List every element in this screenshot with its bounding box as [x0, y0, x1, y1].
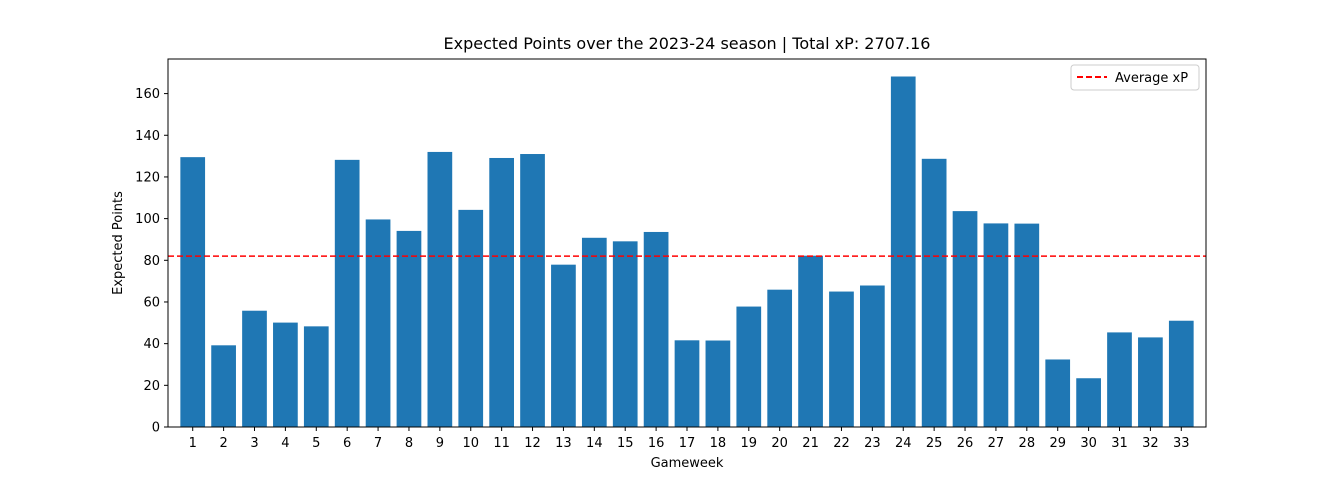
- y-tick-label: 40: [143, 337, 160, 352]
- bar-gameweek-23: [860, 285, 885, 427]
- bar-gameweek-5: [303, 326, 329, 427]
- bar-gameweek-17: [674, 340, 700, 427]
- bar-gameweek-31: [1107, 332, 1132, 427]
- bar-gameweek-22: [829, 291, 854, 427]
- x-tick-label: 9: [436, 436, 444, 451]
- x-tick-label: 26: [957, 436, 974, 451]
- x-tick-label: 12: [524, 436, 541, 451]
- bar-gameweek-12: [520, 154, 545, 427]
- legend: Average xP: [1070, 64, 1200, 91]
- y-tick-label: 80: [143, 254, 160, 269]
- chart-title: Expected Points over the 2023-24 season …: [444, 34, 931, 53]
- x-tick-label: 4: [281, 436, 289, 451]
- bar-gameweek-27: [983, 223, 1009, 427]
- bar-gameweek-29: [1045, 359, 1071, 427]
- bar-gameweek-32: [1138, 337, 1163, 427]
- x-tick-label: 30: [1080, 436, 1097, 451]
- x-tick-label: 10: [462, 436, 479, 451]
- bar-gameweek-6: [334, 159, 360, 428]
- bar-gameweek-7: [365, 219, 391, 427]
- x-tick-label: 20: [771, 436, 788, 451]
- x-tick-label: 27: [988, 436, 1005, 451]
- x-tick-label: 7: [374, 436, 382, 451]
- bar-gameweek-2: [211, 345, 236, 427]
- x-tick-label: 24: [895, 436, 912, 451]
- x-tick-label: 2: [219, 436, 227, 451]
- bar-gameweek-11: [489, 157, 514, 428]
- y-tick-label: 20: [143, 379, 160, 394]
- bar-gameweek-28: [1014, 223, 1040, 427]
- bar-gameweek-10: [458, 209, 484, 427]
- x-ticks-group: 1 2 3 4 5 6 7 8 9 10 11 12 13 14 15 16 17 18 19 20 21 22 23 24 2…: [189, 427, 1190, 451]
- bar-gameweek-25: [921, 158, 947, 427]
- bar-gameweek-21: [798, 255, 823, 427]
- x-axis-label: Gameweek: [651, 456, 724, 471]
- x-tick-label: 1: [189, 436, 197, 451]
- x-tick-label: 5: [312, 436, 320, 451]
- x-tick-label: 15: [617, 436, 634, 451]
- x-tick-label: 11: [493, 436, 510, 451]
- bar-gameweek-26: [952, 211, 978, 427]
- x-tick-label: 16: [648, 436, 665, 451]
- x-tick-label: 3: [250, 436, 258, 451]
- x-tick-label: 25: [926, 436, 943, 451]
- x-tick-label: 33: [1173, 436, 1190, 451]
- x-tick-label: 19: [741, 436, 758, 451]
- legend-box: [1070, 64, 1200, 91]
- x-tick-label: 6: [343, 436, 351, 451]
- bar-gameweek-13: [551, 264, 576, 427]
- y-tick-label: 60: [143, 295, 160, 310]
- bar-gameweek-8: [396, 230, 422, 427]
- x-tick-label: 17: [679, 436, 696, 451]
- x-tick-label: 13: [555, 436, 572, 451]
- x-tick-label: 28: [1019, 436, 1036, 451]
- x-tick-label: 18: [710, 436, 727, 451]
- bars-group: [180, 76, 1194, 428]
- y-tick-label: 160: [135, 87, 160, 102]
- y-axis-label: Expected Points: [111, 191, 126, 295]
- y-tick-label: 0: [152, 421, 160, 436]
- x-tick-label: 22: [833, 436, 850, 451]
- bar-gameweek-15: [612, 241, 638, 427]
- x-tick-label: 31: [1111, 436, 1128, 451]
- bar-gameweek-30: [1076, 378, 1101, 427]
- legend-label-average-xp: Average xP: [1115, 71, 1188, 86]
- y-ticks-group: 0 20 40 60 80 100 120 140 160: [135, 87, 168, 436]
- bar-gameweek-14: [581, 237, 607, 427]
- bar-gameweek-20: [767, 289, 793, 427]
- x-tick-label: 14: [586, 436, 603, 451]
- x-tick-label: 21: [802, 436, 819, 451]
- bar-gameweek-4: [273, 322, 298, 427]
- bar-gameweek-18: [705, 340, 731, 427]
- bar-gameweek-1: [180, 157, 206, 427]
- bar-gameweek-3: [242, 310, 267, 427]
- bar-gameweek-24: [890, 76, 916, 427]
- bar-gameweek-33: [1168, 320, 1194, 427]
- y-tick-label: 100: [135, 212, 160, 227]
- x-tick-label: 32: [1142, 436, 1159, 451]
- y-tick-label: 120: [135, 170, 160, 185]
- x-tick-label: 23: [864, 436, 881, 451]
- y-tick-label: 140: [135, 129, 160, 144]
- bar-gameweek-9: [427, 151, 453, 427]
- bar-gameweek-16: [643, 231, 669, 427]
- x-tick-label: 8: [405, 436, 413, 451]
- x-tick-label: 29: [1049, 436, 1066, 451]
- bar-gameweek-19: [736, 306, 762, 427]
